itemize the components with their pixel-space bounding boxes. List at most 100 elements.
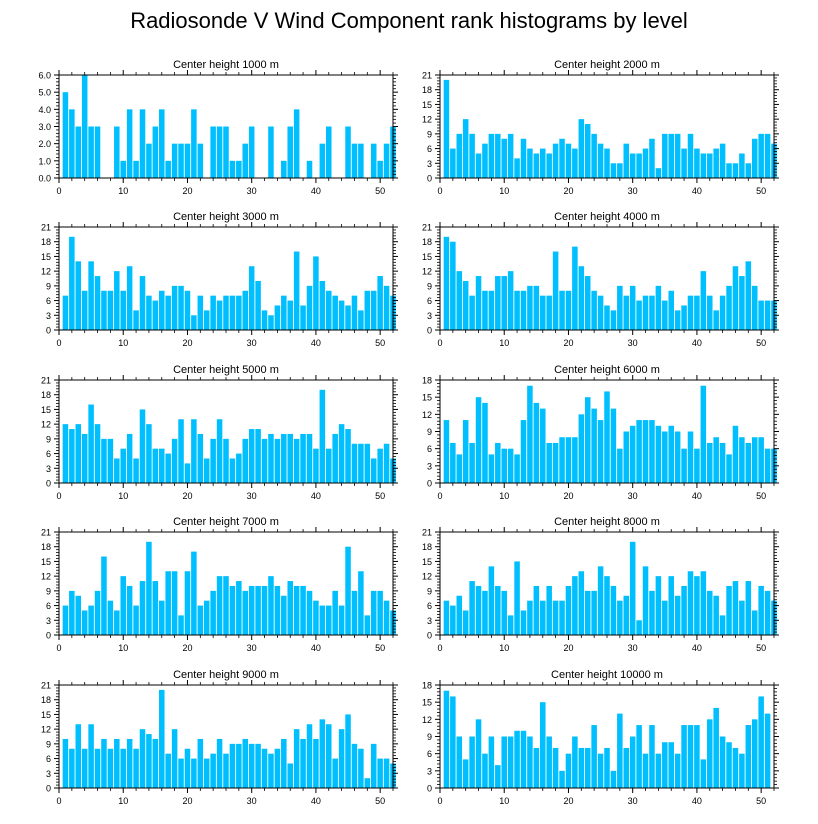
histogram-bar <box>443 236 450 330</box>
y-tick-label: 9 <box>427 427 432 437</box>
histogram-bar <box>662 300 668 330</box>
histogram-bar <box>687 725 694 788</box>
histogram-bar <box>687 295 694 330</box>
histogram-bar <box>732 425 739 483</box>
x-tick-label: 40 <box>311 643 321 653</box>
histogram-bar <box>191 419 197 483</box>
histogram-bar <box>364 443 371 483</box>
histogram-bar <box>527 600 533 635</box>
histogram-bar <box>462 420 469 483</box>
x-tick-label: 10 <box>499 186 509 196</box>
histogram-bar <box>540 295 546 330</box>
histogram-bar <box>255 429 261 483</box>
histogram-bar <box>764 448 771 483</box>
y-tick-label: 18 <box>41 542 51 552</box>
histogram-bar <box>281 595 287 635</box>
x-tick-label: 10 <box>499 338 509 348</box>
histogram-panel: Center height 4000 m 0 3 6 9 12 15 18 21 0 10 20 30 4… <box>422 211 779 348</box>
histogram-bar <box>700 385 707 483</box>
histogram-bar <box>520 610 527 635</box>
x-tick-label: 0 <box>437 491 442 501</box>
histogram-bar <box>604 391 610 483</box>
histogram-bar <box>338 300 345 330</box>
histogram-bar <box>332 758 338 788</box>
histogram-bar <box>604 747 610 788</box>
y-tick-label: 0 <box>427 174 432 184</box>
histogram-bar <box>229 160 236 178</box>
histogram-bar <box>681 448 687 483</box>
histogram-bar <box>152 448 159 483</box>
histogram-panel: Center height 6000 m 0 3 6 9 12 15 18 0 10 20 30 40 5… <box>422 364 779 501</box>
histogram-bar <box>764 133 771 178</box>
histogram-bar <box>636 420 642 483</box>
histogram-bar <box>107 748 114 788</box>
histogram-bar <box>623 431 630 483</box>
histogram-bar <box>655 285 662 330</box>
histogram-bar <box>313 448 319 483</box>
histogram-bar <box>662 431 668 483</box>
histogram-bar <box>707 442 713 483</box>
y-tick-label: 21 <box>422 71 432 81</box>
histogram-bar <box>462 119 469 178</box>
histogram-bar <box>345 714 351 788</box>
histogram-bar <box>597 753 604 788</box>
y-tick-label: 9 <box>46 434 51 444</box>
histogram-bar <box>507 133 514 178</box>
histogram-bar <box>450 696 456 788</box>
x-tick-label: 50 <box>375 796 385 806</box>
y-tick-label: 9 <box>46 281 51 291</box>
histogram-bar <box>450 148 456 178</box>
histogram-bar <box>475 397 482 483</box>
histogram-bar <box>383 143 390 178</box>
histogram-bar <box>107 438 114 483</box>
histogram-bar <box>81 433 88 483</box>
histogram-bar <box>242 290 249 330</box>
x-tick-label: 20 <box>182 338 192 348</box>
histogram-bar <box>462 610 469 635</box>
y-tick-label: 0 <box>46 479 51 489</box>
histogram-bar <box>617 285 623 330</box>
histogram-bar <box>443 690 450 788</box>
histogram-bar <box>713 148 719 178</box>
histogram-bar <box>210 753 216 788</box>
histogram-bar <box>261 748 268 788</box>
histogram-bar <box>662 133 668 178</box>
histogram-bar <box>236 295 242 330</box>
histogram-bar <box>597 566 604 635</box>
histogram-bar <box>751 285 758 330</box>
histogram-bar <box>88 404 94 483</box>
histogram-bar <box>248 126 255 178</box>
histogram-bar <box>764 713 771 788</box>
panel-title: Center height 2000 m <box>554 59 660 71</box>
histogram-bar <box>319 389 326 483</box>
x-tick-label: 10 <box>118 186 128 196</box>
histogram-bar <box>326 290 332 330</box>
histogram-bar <box>681 585 687 635</box>
histogram-bar <box>120 576 126 635</box>
histogram-bar <box>456 736 463 788</box>
histogram-panel: Center height 3000 m 0 3 6 9 12 15 18 21 0 10 20 30 4… <box>41 211 398 348</box>
x-tick-label: 10 <box>118 796 128 806</box>
histogram-bar <box>383 758 390 788</box>
histogram-bar <box>527 148 533 178</box>
histogram-bar <box>171 571 178 635</box>
histogram-bar <box>597 420 604 483</box>
histogram-bar <box>159 109 165 178</box>
x-tick-label: 0 <box>437 186 442 196</box>
panel-title: Center height 4000 m <box>554 211 660 223</box>
histogram-bar <box>726 742 732 788</box>
histogram-bar <box>223 753 229 788</box>
histogram-bar <box>383 285 390 330</box>
histogram-bar <box>75 424 82 483</box>
x-tick-label: 40 <box>311 491 321 501</box>
histogram-bar <box>578 747 585 788</box>
histogram-bar <box>617 163 623 178</box>
histogram-bar <box>146 541 152 635</box>
histogram-bar <box>126 266 133 330</box>
histogram-bar <box>507 448 514 483</box>
histogram-bar <box>345 126 351 178</box>
x-tick-label: 30 <box>247 491 257 501</box>
histogram-bar <box>623 143 630 178</box>
histogram-bar <box>319 143 326 178</box>
histogram-bar <box>338 424 345 483</box>
